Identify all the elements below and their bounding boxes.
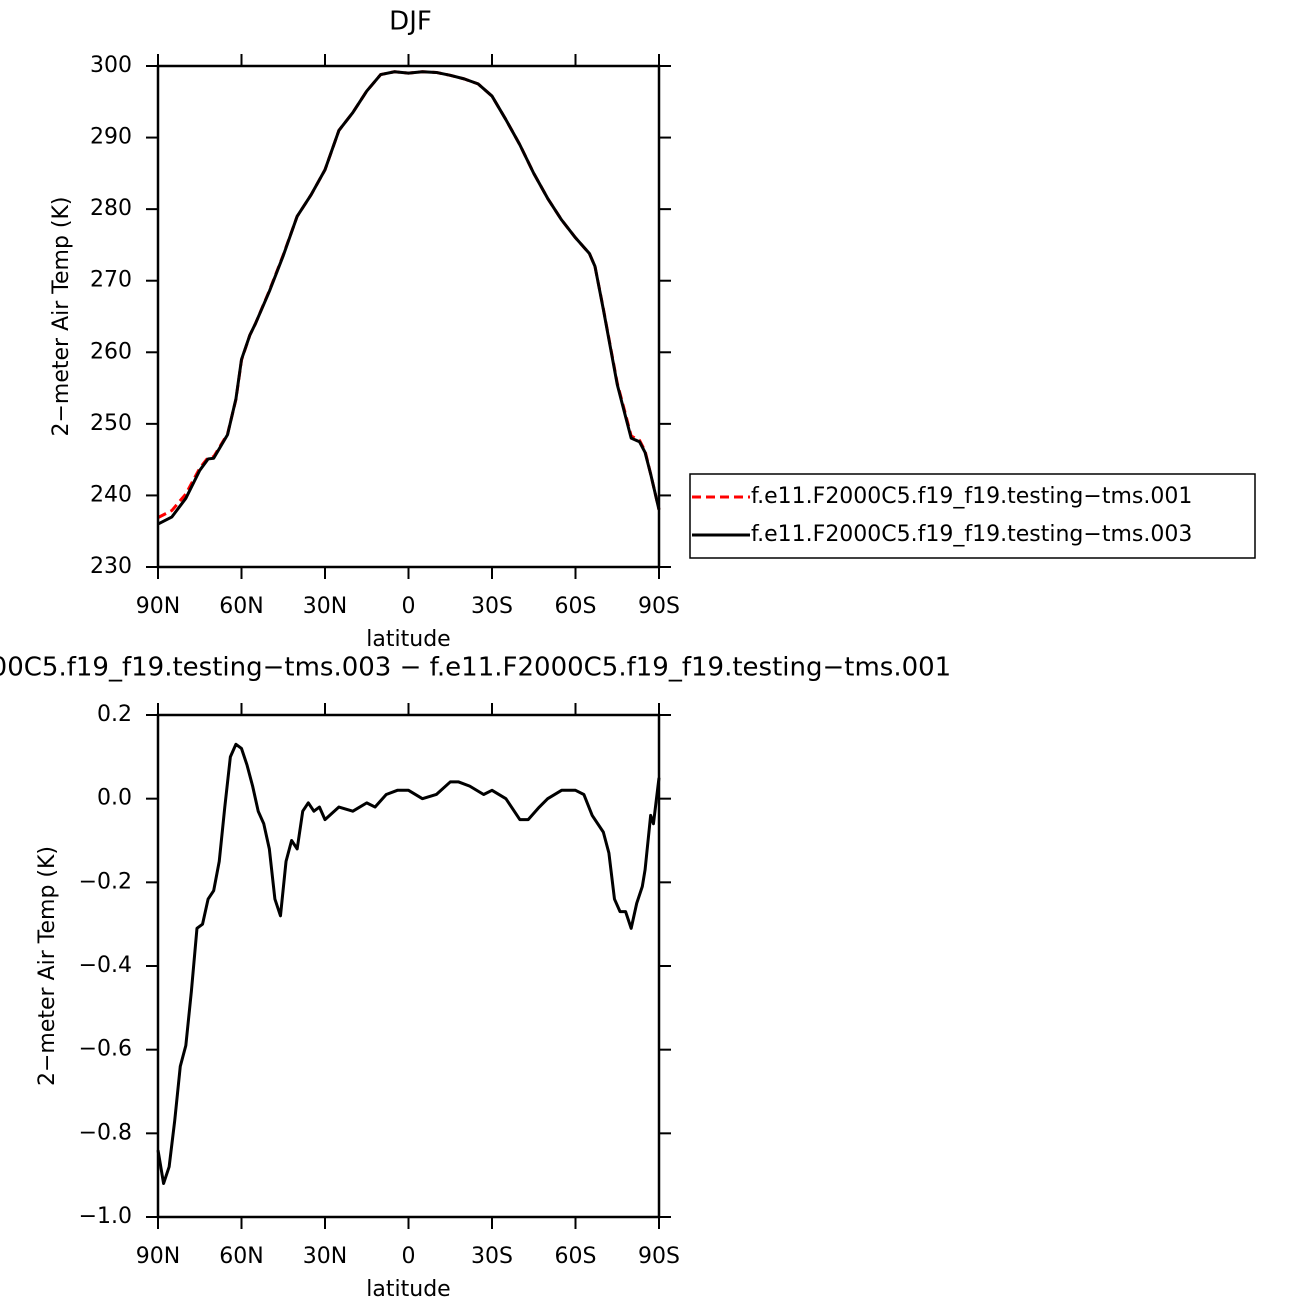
- y-tick-label: 300: [90, 53, 132, 78]
- y-tick-label: −0.8: [79, 1120, 132, 1145]
- y-tick-label: 290: [90, 125, 132, 150]
- x-tick-label: 30N: [303, 594, 347, 619]
- y-tick-label: −0.4: [79, 953, 132, 978]
- x-axis-label: latitude: [366, 1277, 450, 1302]
- y-tick-label: −1.0: [79, 1204, 132, 1229]
- x-tick-label: 90N: [136, 1244, 180, 1269]
- y-tick-label: 260: [90, 339, 132, 364]
- y-tick-label: 230: [90, 554, 132, 579]
- data-line: [157, 70, 661, 526]
- x-tick-label: 60N: [219, 1244, 263, 1269]
- chart-title: f.e11.F2000C5.f19_f19.testing−tms.003 − …: [0, 653, 951, 683]
- y-tick-label: 0.0: [97, 786, 132, 811]
- y-tick-label: 240: [90, 482, 132, 507]
- x-tick-label: 60S: [555, 1244, 597, 1269]
- y-tick-label: 270: [90, 268, 132, 293]
- y-tick-label: 280: [90, 196, 132, 221]
- data-line: [157, 70, 661, 519]
- x-tick-label: 60N: [219, 594, 263, 619]
- chart-title: DJF: [389, 7, 432, 37]
- legend-label: f.e11.F2000C5.f19_f19.testing−tms.003: [751, 522, 1192, 547]
- x-tick-label: 30S: [471, 1244, 513, 1269]
- x-tick-label: 30N: [303, 1244, 347, 1269]
- x-axis-label: latitude: [366, 627, 450, 652]
- x-tick-label: 90S: [638, 1244, 680, 1269]
- x-tick-label: 30S: [471, 594, 513, 619]
- y-tick-label: −0.6: [79, 1037, 132, 1062]
- y-axis-label: 2−meter Air Temp (K): [49, 196, 74, 436]
- data-line: [156, 742, 661, 1186]
- y-tick-label: −0.2: [79, 869, 132, 894]
- x-tick-label: 0: [402, 1244, 416, 1269]
- x-tick-label: 90S: [638, 594, 680, 619]
- plot-frame: [156, 64, 661, 569]
- y-axis-label: 2−meter Air Temp (K): [35, 846, 60, 1086]
- y-tick-label: 0.2: [97, 702, 132, 727]
- legend-label: f.e11.F2000C5.f19_f19.testing−tms.001: [751, 484, 1192, 509]
- y-tick-label: 250: [90, 411, 132, 436]
- plot-frame: [156, 713, 661, 1219]
- legend-box: [689, 473, 1256, 559]
- x-tick-label: 0: [402, 594, 416, 619]
- x-tick-label: 90N: [136, 594, 180, 619]
- x-tick-label: 60S: [555, 594, 597, 619]
